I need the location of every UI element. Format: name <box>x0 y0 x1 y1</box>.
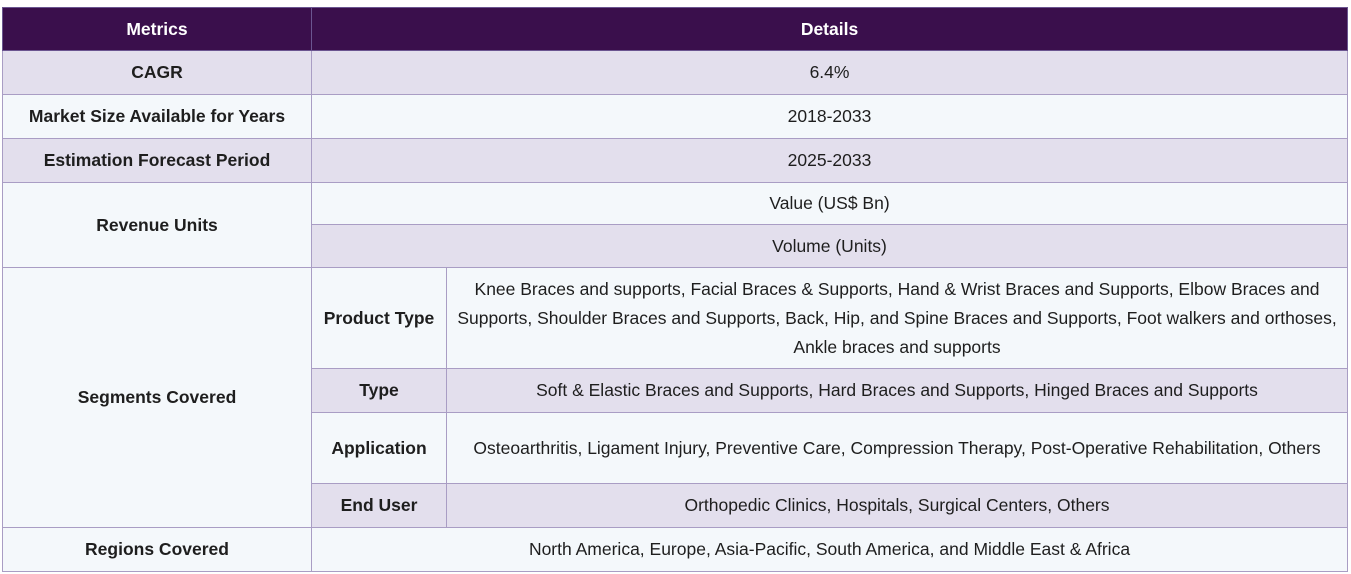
metrics-table: Metrics Details CAGR 6.4% Market Size Av… <box>2 7 1349 572</box>
segments-label: Segments Covered <box>2 267 312 528</box>
metrics-header: Metrics <box>2 7 312 51</box>
table-row: Market Size Available for Years 2018-203… <box>2 94 1349 139</box>
forecast-value: 2025-2033 <box>310 138 1349 183</box>
revenue-units-label: Revenue Units <box>2 182 312 268</box>
details-header: Details <box>310 7 1349 51</box>
revenue-value-unit: Value (US$ Bn) <box>310 182 1349 225</box>
table-row: Application Osteoarthritis, Ligament Inj… <box>3 412 1349 484</box>
table-row: End User Orthopedic Clinics, Hospitals, … <box>3 483 1349 528</box>
end-user-label: End User <box>311 483 447 528</box>
end-user-value: Orthopedic Clinics, Hospitals, Surgical … <box>445 483 1349 528</box>
application-label: Application <box>311 412 447 484</box>
table-row: Volume (Units) <box>3 224 1349 268</box>
cagr-value: 6.4% <box>310 50 1349 95</box>
product-type-value: Knee Braces and supports, Facial Braces … <box>445 267 1349 369</box>
product-type-label: Product Type <box>311 267 447 369</box>
header-row: Metrics Details <box>2 7 1349 51</box>
market-size-label: Market Size Available for Years <box>2 94 312 139</box>
type-value: Soft & Elastic Braces and Supports, Hard… <box>445 368 1349 413</box>
table-row: Revenue Units Value (US$ Bn) <box>2 182 1349 268</box>
type-label: Type <box>311 368 447 413</box>
table-row: CAGR 6.4% <box>2 50 1349 95</box>
market-size-value: 2018-2033 <box>310 94 1349 139</box>
application-value: Osteoarthritis, Ligament Injury, Prevent… <box>445 412 1349 484</box>
revenue-volume-unit: Volume (Units) <box>310 224 1349 268</box>
table-row: Segments Covered Product Type Knee Brace… <box>2 267 1349 528</box>
regions-value: North America, Europe, Asia-Pacific, Sou… <box>310 527 1349 572</box>
forecast-label: Estimation Forecast Period <box>2 138 312 183</box>
regions-label: Regions Covered <box>2 527 312 572</box>
table-row: Type Soft & Elastic Braces and Supports,… <box>3 368 1349 413</box>
table-row: Estimation Forecast Period 2025-2033 <box>2 138 1349 183</box>
cagr-label: CAGR <box>2 50 312 95</box>
table-row: Regions Covered North America, Europe, A… <box>2 527 1349 572</box>
